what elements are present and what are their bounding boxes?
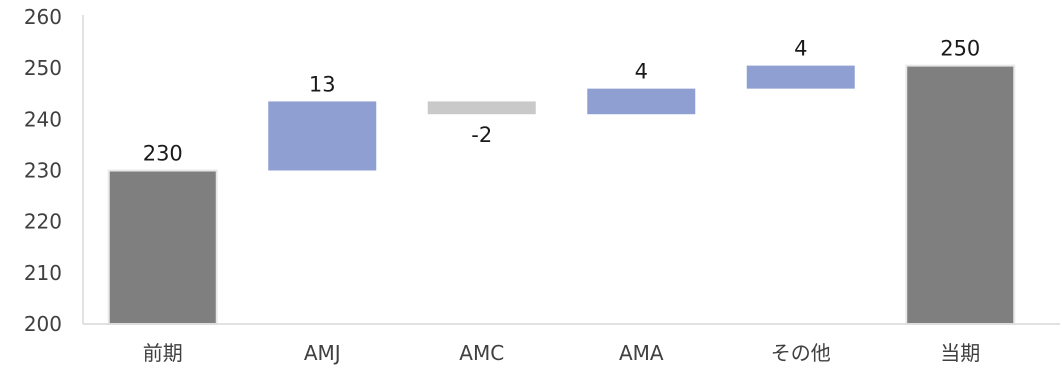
data-label: 230 <box>143 142 183 166</box>
y-tick-label: 210 <box>24 261 62 285</box>
category-label: AMC <box>459 341 504 365</box>
data-label: -2 <box>471 123 492 147</box>
bar-increase <box>268 101 377 171</box>
y-tick-label: 260 <box>24 5 62 29</box>
y-tick-label: 240 <box>24 107 62 131</box>
y-tick-label: 220 <box>24 210 62 234</box>
y-tick-label: 250 <box>24 56 62 80</box>
y-tick-label: 200 <box>24 312 62 336</box>
data-label: 4 <box>794 37 807 61</box>
category-label: 当期 <box>940 341 980 365</box>
bar-decrease <box>427 101 536 115</box>
data-label: 4 <box>635 60 648 84</box>
data-label: 250 <box>940 37 980 61</box>
bar-increase <box>746 65 855 89</box>
category-label: 前期 <box>143 341 183 365</box>
category-label: その他 <box>771 341 831 365</box>
bar-total <box>107 169 218 325</box>
bar-total <box>905 64 1016 325</box>
category-label: AMJ <box>304 341 341 365</box>
category-label: AMA <box>619 341 664 365</box>
data-label: 13 <box>309 72 336 96</box>
y-tick-label: 230 <box>24 159 62 183</box>
bar-increase <box>587 88 696 115</box>
